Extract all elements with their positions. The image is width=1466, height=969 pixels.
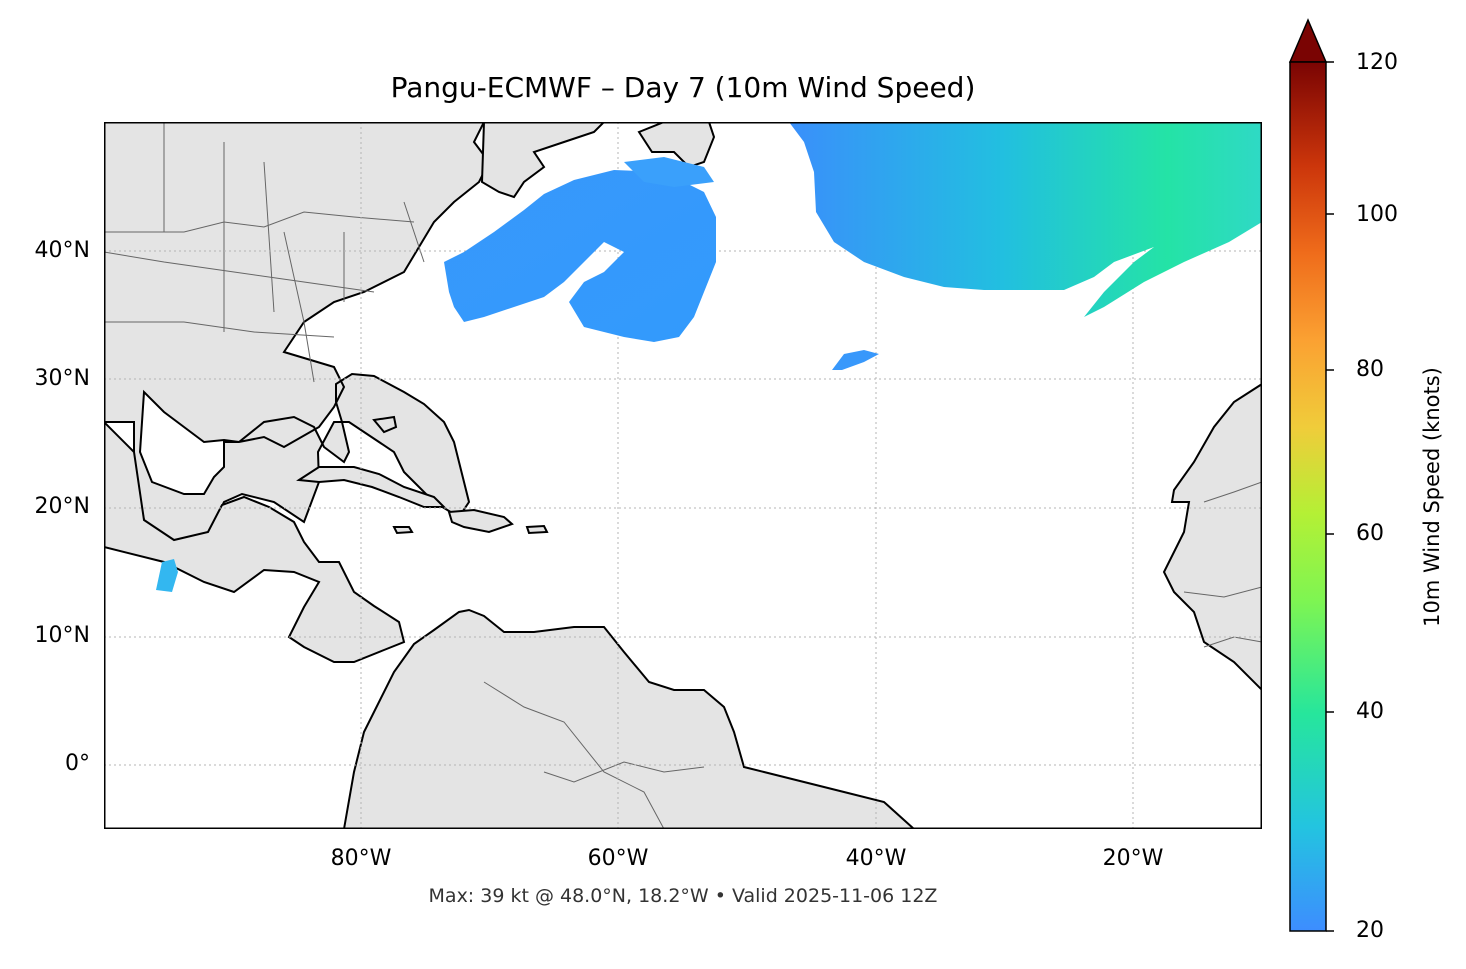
lat-tick-0: 0° — [65, 751, 90, 776]
hispaniola-island — [447, 508, 514, 534]
colorbar-tick-40: 40 — [1356, 699, 1384, 724]
colorbar-tick-120: 120 — [1356, 50, 1398, 75]
map-canvas — [104, 122, 1262, 829]
wind-field-gulf-of-st-lawrence — [624, 157, 714, 187]
footer-caption: Max: 39 kt @ 48.0°N, 18.2°W • Valid 2025… — [428, 885, 938, 907]
map-border — [104, 122, 1262, 829]
lat-tick-10n: 10°N — [34, 623, 90, 648]
country-borders — [104, 122, 1262, 829]
lat-tick-20n: 20°N — [34, 494, 90, 519]
colorbar-gradient — [1289, 61, 1327, 932]
colorbar-tick-60: 60 — [1356, 521, 1384, 546]
lon-tick-60w: 60°W — [587, 846, 649, 871]
cuba-island — [296, 466, 447, 508]
colorbar — [1288, 18, 1334, 932]
lat-tick-30n: 30°N — [34, 366, 90, 391]
central-america-land — [104, 420, 406, 663]
puerto-rico-island — [525, 524, 549, 535]
colorbar-tick-20: 20 — [1356, 918, 1384, 943]
colorbar-tick-100: 100 — [1356, 202, 1398, 227]
wind-field-mid-atlantic — [832, 350, 879, 370]
jamaica-island — [392, 526, 414, 535]
map-panel — [104, 122, 1262, 829]
colorbar-extend-arrow — [1288, 18, 1328, 63]
south-america-land — [342, 608, 916, 829]
africa-land — [1162, 382, 1262, 692]
lon-tick-80w: 80°W — [330, 846, 392, 871]
lon-tick-40w: 40°W — [845, 846, 907, 871]
wind-field-pacific — [156, 559, 178, 592]
wind-field-cape-cod — [444, 170, 716, 342]
colorbar-label: 10m Wind Speed (knots) — [1420, 367, 1444, 627]
map-title: Pangu-ECMWF – Day 7 (10m Wind Speed) — [390, 71, 976, 104]
lon-tick-20w: 20°W — [1102, 846, 1164, 871]
bahamas-island — [372, 415, 398, 434]
wind-field-north-atlantic — [789, 122, 1262, 317]
newfoundland-land — [637, 122, 716, 169]
lat-tick-40n: 40°N — [34, 238, 90, 263]
colorbar-tick-80: 80 — [1356, 357, 1384, 382]
canada-maritime-land — [480, 122, 606, 199]
